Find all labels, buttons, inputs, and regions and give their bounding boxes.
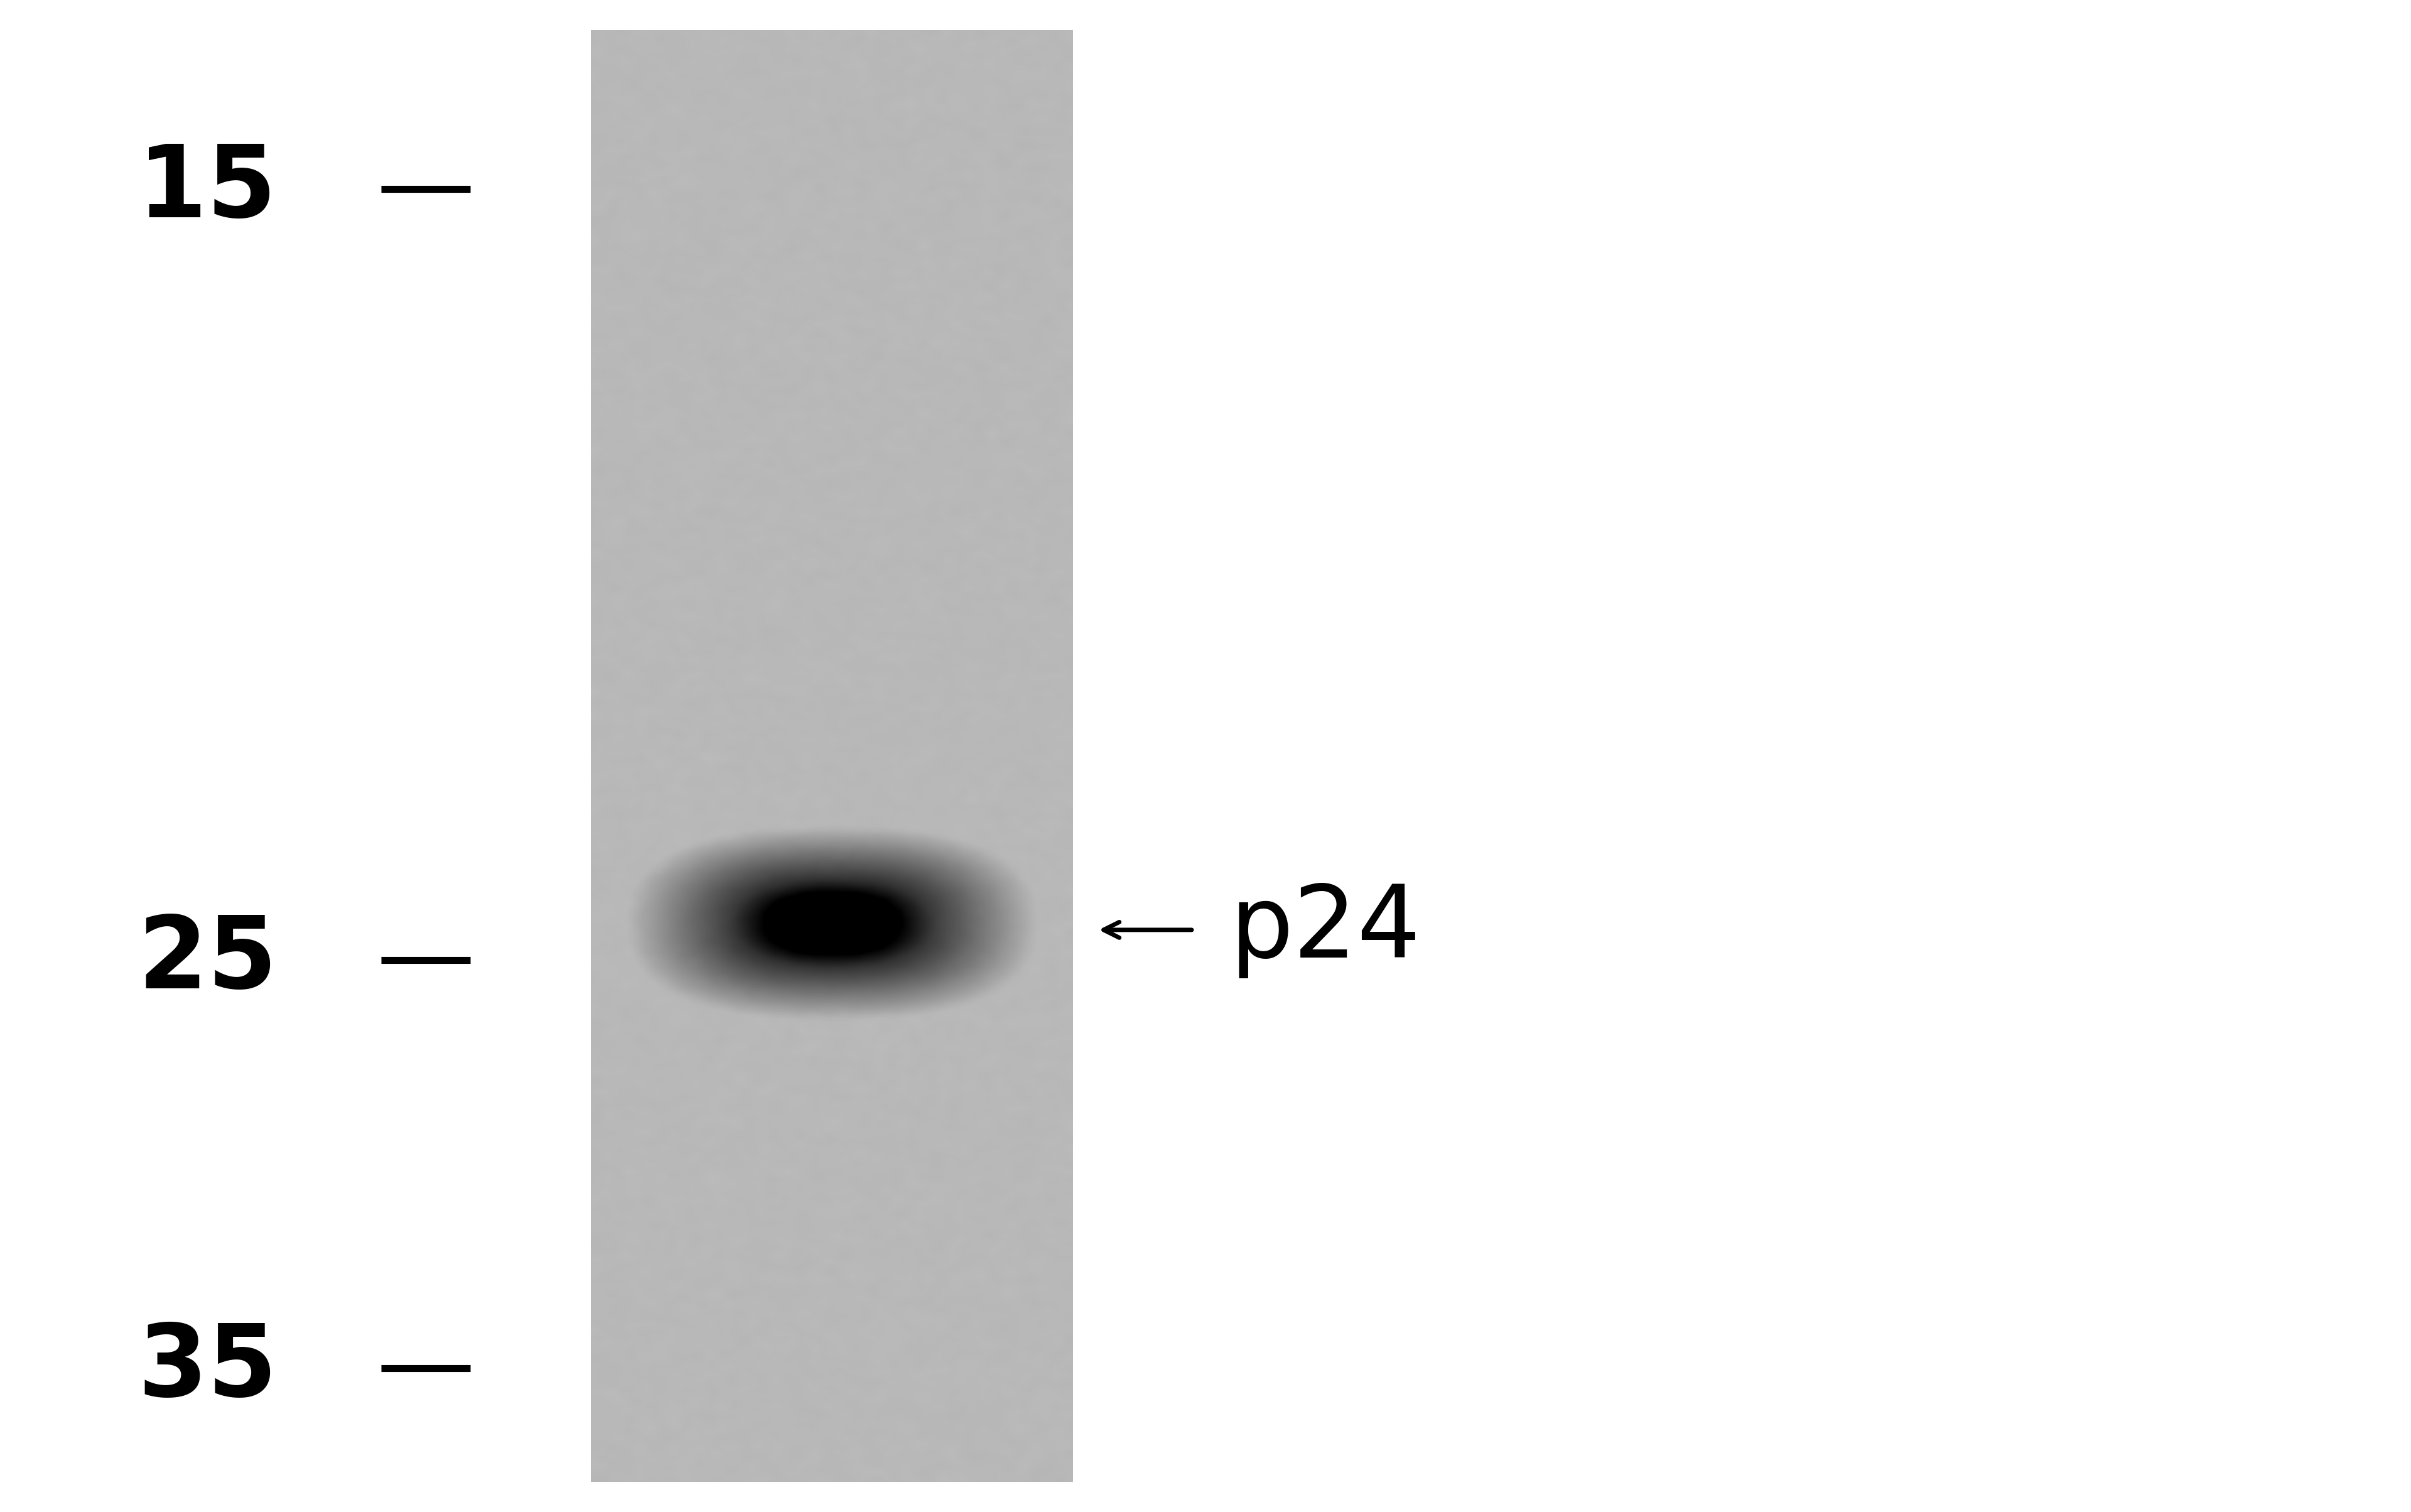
Text: p24: p24 xyxy=(1230,881,1420,978)
Text: 25: 25 xyxy=(137,912,277,1009)
Text: 15: 15 xyxy=(137,141,277,237)
Text: 35: 35 xyxy=(137,1320,277,1417)
